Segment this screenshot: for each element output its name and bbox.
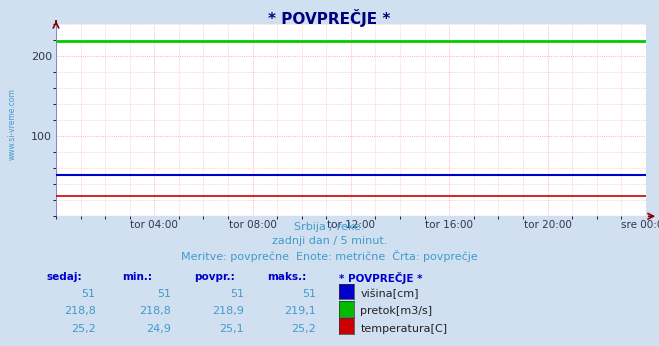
Text: temperatura[C]: temperatura[C] — [360, 324, 447, 334]
Text: zadnji dan / 5 minut.: zadnji dan / 5 minut. — [272, 236, 387, 246]
Text: * POVPREČJE *: * POVPREČJE * — [339, 272, 423, 284]
Text: povpr.:: povpr.: — [194, 272, 235, 282]
Text: 219,1: 219,1 — [285, 306, 316, 316]
Text: Srbija / reke.: Srbija / reke. — [295, 222, 364, 232]
Text: pretok[m3/s]: pretok[m3/s] — [360, 306, 432, 316]
Text: 51: 51 — [302, 289, 316, 299]
Text: 25,1: 25,1 — [219, 324, 244, 334]
Text: min.:: min.: — [122, 272, 152, 282]
Text: 25,2: 25,2 — [291, 324, 316, 334]
Text: 25,2: 25,2 — [71, 324, 96, 334]
Text: 51: 51 — [230, 289, 244, 299]
Text: 218,8: 218,8 — [64, 306, 96, 316]
Text: sedaj:: sedaj: — [46, 272, 82, 282]
Text: 51: 51 — [158, 289, 171, 299]
Text: Meritve: povprečne  Enote: metrične  Črta: povprečje: Meritve: povprečne Enote: metrične Črta:… — [181, 250, 478, 262]
Text: 218,8: 218,8 — [140, 306, 171, 316]
Text: 24,9: 24,9 — [146, 324, 171, 334]
Text: maks.:: maks.: — [267, 272, 306, 282]
Text: 218,9: 218,9 — [212, 306, 244, 316]
Text: www.si-vreme.com: www.si-vreme.com — [8, 89, 17, 161]
Text: 51: 51 — [82, 289, 96, 299]
Text: * POVPREČJE *: * POVPREČJE * — [268, 9, 391, 27]
Text: višina[cm]: višina[cm] — [360, 289, 419, 299]
